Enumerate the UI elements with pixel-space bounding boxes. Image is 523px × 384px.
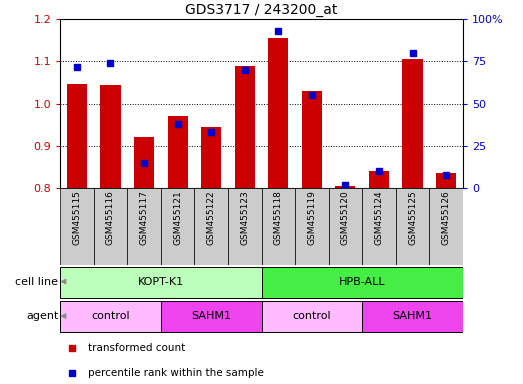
Text: GSM455115: GSM455115	[72, 190, 82, 245]
Bar	[335, 186, 356, 188]
Text: GSM455124: GSM455124	[374, 190, 383, 245]
Bar	[436, 174, 456, 188]
Bar	[262, 188, 295, 265]
Text: percentile rank within the sample: percentile rank within the sample	[88, 368, 264, 378]
Bar	[262, 301, 362, 332]
Text: HPB-ALL: HPB-ALL	[339, 276, 385, 286]
Bar	[328, 188, 362, 265]
Bar	[100, 85, 120, 188]
Text: cell line: cell line	[16, 276, 59, 286]
Text: SAHM1: SAHM1	[393, 311, 433, 321]
Text: GSM455125: GSM455125	[408, 190, 417, 245]
Text: GSM455122: GSM455122	[207, 190, 215, 245]
Text: transformed count: transformed count	[88, 343, 186, 353]
Bar	[362, 188, 396, 265]
Bar	[201, 127, 221, 188]
Bar	[60, 301, 161, 332]
Bar	[262, 267, 463, 298]
Text: SAHM1: SAHM1	[191, 311, 231, 321]
Text: GSM455117: GSM455117	[140, 190, 149, 245]
Bar	[161, 301, 262, 332]
Bar	[235, 66, 255, 188]
Bar	[396, 188, 429, 265]
Bar	[429, 188, 463, 265]
Text: GSM455126: GSM455126	[441, 190, 451, 245]
Bar	[302, 91, 322, 188]
Text: GSM455116: GSM455116	[106, 190, 115, 245]
Text: GSM455120: GSM455120	[341, 190, 350, 245]
Bar	[195, 188, 228, 265]
Text: control: control	[292, 311, 331, 321]
Bar	[60, 188, 94, 265]
Bar	[362, 301, 463, 332]
Text: GSM455121: GSM455121	[173, 190, 182, 245]
Text: control: control	[91, 311, 130, 321]
Title: GDS3717 / 243200_at: GDS3717 / 243200_at	[185, 3, 338, 17]
Bar	[403, 59, 423, 188]
Bar	[268, 38, 288, 188]
Bar	[228, 188, 262, 265]
Text: agent: agent	[26, 311, 59, 321]
Bar	[134, 137, 154, 188]
Text: GSM455123: GSM455123	[240, 190, 249, 245]
Text: GSM455119: GSM455119	[308, 190, 316, 245]
Bar	[127, 188, 161, 265]
Bar	[60, 267, 262, 298]
Bar	[167, 116, 188, 188]
Bar	[295, 188, 328, 265]
Text: GSM455118: GSM455118	[274, 190, 283, 245]
Bar	[67, 84, 87, 188]
Bar	[94, 188, 127, 265]
Bar	[369, 171, 389, 188]
Bar	[161, 188, 195, 265]
Text: KOPT-K1: KOPT-K1	[138, 276, 184, 286]
